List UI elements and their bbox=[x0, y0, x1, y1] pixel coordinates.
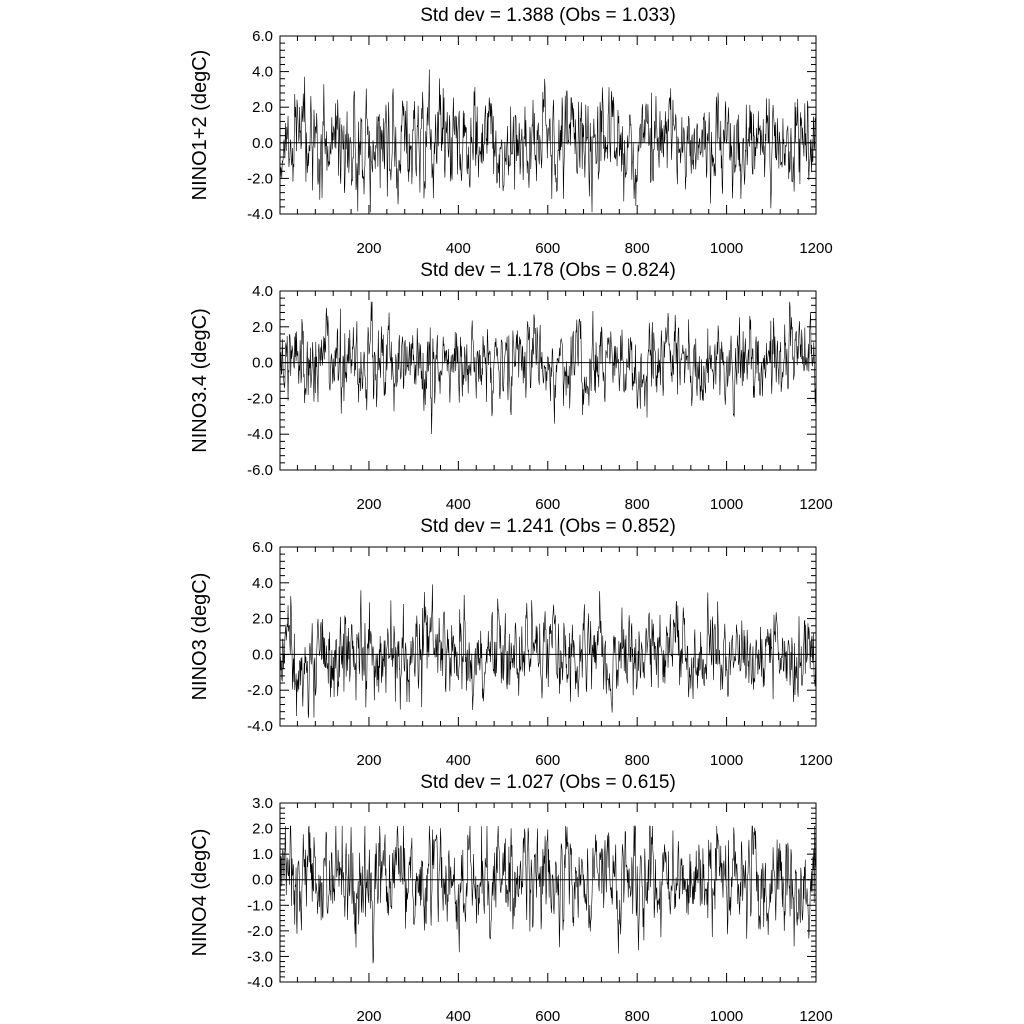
plot-frame bbox=[279, 35, 817, 215]
y-tick-label: 6.0 bbox=[252, 539, 273, 556]
y-tick-label: -2.0 bbox=[247, 682, 273, 699]
y-axis-label: NINO3 (degC) bbox=[189, 573, 211, 701]
x-tick-label: 600 bbox=[535, 1008, 560, 1024]
x-tick-label: 800 bbox=[625, 1008, 650, 1024]
panel-nino4: -4.0 -3.0 -2.0 -1.0 0.0 1.0 2.0 3.0 200 400 600 800… bbox=[189, 772, 833, 1024]
x-tick-label: 400 bbox=[446, 240, 471, 257]
y-tick-label: -1.0 bbox=[247, 897, 273, 914]
y-tick-label: 2.0 bbox=[252, 319, 273, 336]
series-line bbox=[279, 301, 817, 434]
x-tick-label: 200 bbox=[356, 496, 381, 513]
x-tick-label: 1000 bbox=[710, 1008, 743, 1024]
x-tick-label: 200 bbox=[356, 752, 381, 769]
panel-title: Std dev = 1.178 (Obs = 0.824) bbox=[420, 260, 676, 281]
y-tick-label: -2.0 bbox=[247, 390, 273, 407]
y-tick-label: 2.0 bbox=[252, 611, 273, 628]
y-axis-label: NINO3.4 (degC) bbox=[189, 308, 211, 453]
x-tick-label: 400 bbox=[446, 1008, 471, 1024]
panel-nino12: -4.0 -2.0 0.0 2.0 4.0 6.0 200 400 600 800 1000 1200… bbox=[189, 5, 833, 257]
x-tick-label: 200 bbox=[356, 240, 381, 257]
y-tick-label: 2.0 bbox=[252, 821, 273, 838]
x-tick-label: 1200 bbox=[799, 496, 832, 513]
y-tick-label: 4.0 bbox=[252, 575, 273, 592]
panel-title: Std dev = 1.027 (Obs = 0.615) bbox=[420, 772, 676, 793]
x-tick-label: 800 bbox=[625, 240, 650, 257]
y-tick-label: -2.0 bbox=[247, 923, 273, 940]
x-tick-label: 1000 bbox=[710, 752, 743, 769]
y-tick-label: 1.0 bbox=[252, 846, 273, 863]
y-tick-label: 6.0 bbox=[252, 28, 273, 45]
y-tick-label: 4.0 bbox=[252, 283, 273, 300]
series-line bbox=[279, 824, 817, 964]
panel-title: Std dev = 1.241 (Obs = 0.852) bbox=[420, 516, 676, 537]
y-tick-label: 2.0 bbox=[252, 99, 273, 116]
panel-title: Std dev = 1.388 (Obs = 1.033) bbox=[420, 5, 676, 26]
y-tick-label: 0.0 bbox=[252, 135, 273, 152]
y-axis-label: NINO4 (degC) bbox=[189, 829, 211, 957]
y-tick-label: 0.0 bbox=[252, 646, 273, 663]
x-tick-label: 1200 bbox=[799, 1008, 832, 1024]
y-tick-label: 0.0 bbox=[252, 355, 273, 372]
y-tick-label: 4.0 bbox=[252, 64, 273, 81]
x-tick-label: 1000 bbox=[710, 496, 743, 513]
x-tick-label: 600 bbox=[535, 496, 560, 513]
x-tick-label: 1200 bbox=[799, 752, 832, 769]
series-line bbox=[279, 69, 817, 213]
y-tick-label: -4.0 bbox=[247, 974, 273, 991]
y-tick-label: -4.0 bbox=[247, 426, 273, 443]
y-tick-label: -3.0 bbox=[247, 948, 273, 965]
y-axis-label: NINO1+2 (degC) bbox=[189, 50, 211, 201]
x-tick-label: 600 bbox=[535, 752, 560, 769]
y-tick-label: -4.0 bbox=[247, 718, 273, 735]
x-tick-label: 1200 bbox=[799, 240, 832, 257]
x-tick-label: 1000 bbox=[710, 240, 743, 257]
y-tick-label: -4.0 bbox=[247, 206, 273, 223]
x-tick-label: 200 bbox=[356, 1008, 381, 1024]
series-line bbox=[279, 584, 817, 718]
x-tick-label: 800 bbox=[625, 752, 650, 769]
x-tick-label: 400 bbox=[446, 752, 471, 769]
panel-nino3: -4.0 -2.0 0.0 2.0 4.0 6.0 200 400 600 800 1000 1200… bbox=[189, 516, 833, 769]
x-tick-label: 400 bbox=[446, 496, 471, 513]
x-tick-label: 800 bbox=[625, 496, 650, 513]
y-tick-label: 3.0 bbox=[252, 795, 273, 812]
x-tick-label: 600 bbox=[535, 240, 560, 257]
y-tick-label: -2.0 bbox=[247, 170, 273, 187]
panel-nino34: -6.0 -4.0 -2.0 0.0 2.0 4.0 200 400 600 800 1000 120… bbox=[189, 260, 833, 513]
y-tick-label: 0.0 bbox=[252, 872, 273, 889]
y-tick-label: -6.0 bbox=[247, 462, 273, 479]
